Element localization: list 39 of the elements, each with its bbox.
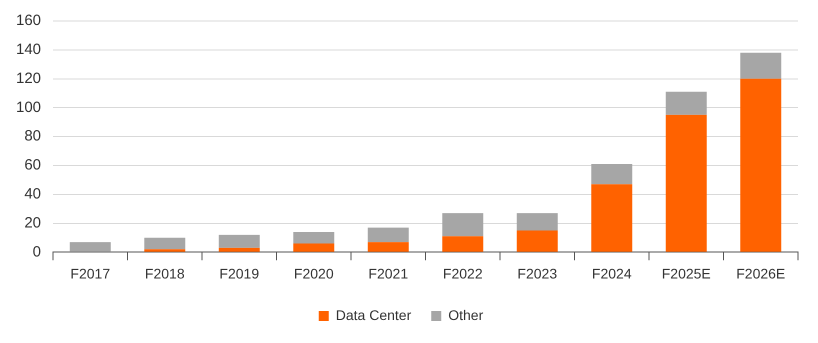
bar	[442, 213, 484, 236]
bar	[293, 244, 334, 252]
y-tick-label: 60	[24, 156, 42, 174]
bar	[516, 213, 558, 231]
x-tick-label: F2023	[517, 265, 558, 282]
bar	[368, 242, 409, 252]
bar	[666, 92, 707, 115]
bar	[666, 114, 707, 252]
bar	[740, 78, 782, 252]
y-tick-label: 160	[16, 12, 42, 30]
y-tick-label: 120	[16, 70, 42, 87]
legend-label: Other	[448, 306, 484, 323]
bar	[293, 232, 334, 244]
bar	[442, 236, 484, 252]
legend-label: Data Center	[336, 306, 412, 323]
y-tick-label: 80	[24, 128, 42, 145]
x-tick-label: F2020	[294, 265, 334, 282]
x-tick-label: F2021	[368, 265, 408, 282]
x-tick-label: F2022	[442, 265, 483, 282]
x-tick-label: F2019	[219, 265, 260, 282]
x-tick-label: F2026E	[736, 265, 786, 282]
bar	[368, 228, 409, 242]
x-tick-label: F2025E	[662, 265, 711, 282]
y-tick-label: 100	[16, 98, 42, 116]
y-tick-label: 140	[16, 41, 42, 58]
x-tick-label: F2018	[144, 265, 185, 282]
x-tick-label: F2017	[70, 265, 110, 282]
bar	[218, 234, 260, 248]
bar	[740, 52, 782, 79]
bar	[516, 230, 558, 252]
bar	[218, 248, 260, 252]
bar	[144, 238, 186, 250]
bar	[70, 242, 111, 252]
y-tick-label: 20	[24, 214, 42, 232]
y-tick-label: 0	[32, 243, 42, 260]
bar	[591, 164, 632, 184]
bar	[591, 184, 632, 252]
y-tick-label: 40	[24, 186, 42, 203]
x-tick-label: F2024	[592, 265, 632, 282]
